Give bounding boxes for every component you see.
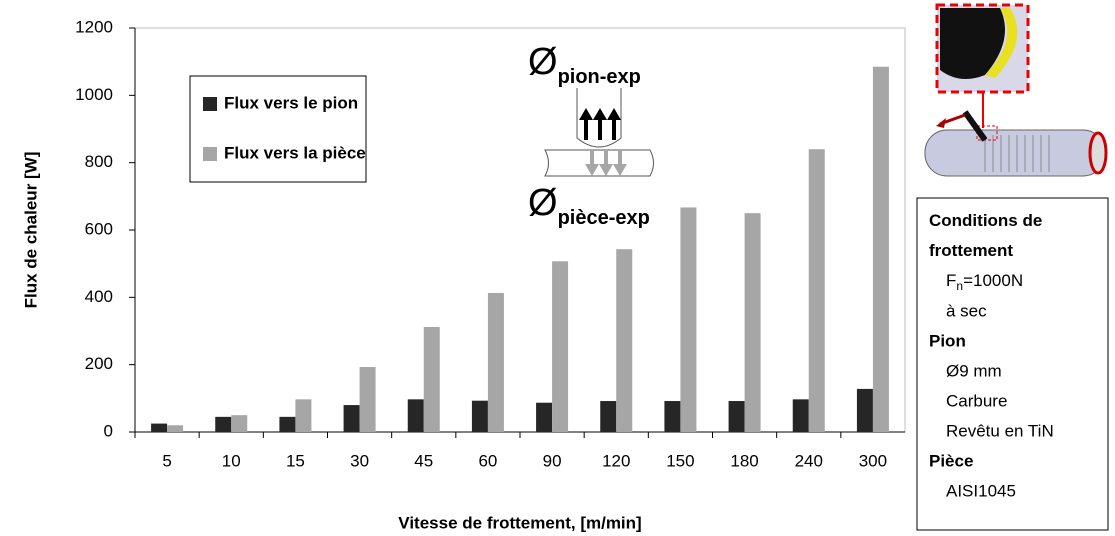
y-axis-label: Flux de chaleur [W] xyxy=(21,152,40,309)
annotation: Øpièce-exp xyxy=(528,182,650,229)
annotation: Øpion-exp xyxy=(528,41,641,88)
x-tick-label: 90 xyxy=(543,451,562,470)
condition-title-line: frottement xyxy=(929,241,1013,260)
bar xyxy=(536,402,553,432)
legend-label: Flux vers le pion xyxy=(224,93,358,112)
conditions-box xyxy=(916,197,1109,531)
annotation-bg xyxy=(528,48,668,88)
condition-text: Pièce xyxy=(929,451,973,470)
condition-text: à sec xyxy=(946,301,987,320)
x-tick-label: 120 xyxy=(602,451,630,470)
y-tick-label: 600 xyxy=(85,219,113,238)
bar xyxy=(728,401,745,432)
condition-text: Revêtu en TiN xyxy=(946,421,1054,440)
bar xyxy=(471,400,488,432)
legend-label: Flux vers la pièce xyxy=(224,143,366,162)
bar xyxy=(664,401,681,432)
bar xyxy=(343,405,360,432)
force-rest: =1000N xyxy=(963,271,1023,290)
x-tick-label: 300 xyxy=(859,451,887,470)
legend-swatch xyxy=(203,147,217,161)
inset-image xyxy=(924,3,1108,177)
condition-force: Fn=1000N xyxy=(946,271,1023,293)
y-tick-label: 400 xyxy=(85,287,113,306)
legend xyxy=(189,75,367,183)
y-tick-label: 800 xyxy=(85,152,113,171)
bar xyxy=(151,423,168,432)
bar xyxy=(744,213,761,432)
bar xyxy=(407,399,424,432)
bar xyxy=(616,249,633,432)
arrows xyxy=(579,108,627,176)
x-tick-label: 10 xyxy=(222,451,241,470)
bar xyxy=(167,425,184,432)
bar xyxy=(487,292,504,432)
condition-text: Carbure xyxy=(946,391,1007,410)
annotation-bg xyxy=(528,192,668,234)
y-tick-label: 200 xyxy=(85,354,113,373)
x-tick-label: 150 xyxy=(666,451,694,470)
bar xyxy=(600,401,617,432)
x-tick-label: 30 xyxy=(350,451,369,470)
x-tick-label: 180 xyxy=(730,451,758,470)
bar xyxy=(359,367,376,432)
y-tick-label: 1000 xyxy=(75,85,113,104)
bar xyxy=(808,149,825,432)
force-symbol: F xyxy=(946,271,956,290)
condition-text: AISI1045 xyxy=(946,481,1016,500)
bar xyxy=(872,66,889,432)
bar xyxy=(792,399,809,432)
bar xyxy=(680,207,697,432)
legend-swatch xyxy=(203,97,217,111)
x-tick-label: 240 xyxy=(795,451,823,470)
y-tick-label: 0 xyxy=(104,421,113,440)
bar xyxy=(856,388,873,432)
condition-title-line: Conditions de xyxy=(929,211,1042,230)
x-tick-label: 5 xyxy=(162,451,171,470)
x-tick-label: 45 xyxy=(414,451,433,470)
x-tick-label: 15 xyxy=(286,451,305,470)
condition-text: Ø9 mm xyxy=(946,361,1002,380)
y-tick-label: 1200 xyxy=(75,17,113,36)
bar xyxy=(423,326,440,432)
bar xyxy=(231,415,248,432)
bar xyxy=(552,261,569,432)
force-subscript: n xyxy=(956,279,963,293)
x-axis-label: Vitesse de frottement, [m/min] xyxy=(398,513,641,532)
condition-title: Conditions de frottement xyxy=(929,211,1042,260)
bar xyxy=(279,416,296,432)
condition-text: Pion xyxy=(929,331,966,350)
bar xyxy=(295,399,312,432)
bar xyxy=(215,416,232,432)
x-tick-label: 60 xyxy=(478,451,497,470)
